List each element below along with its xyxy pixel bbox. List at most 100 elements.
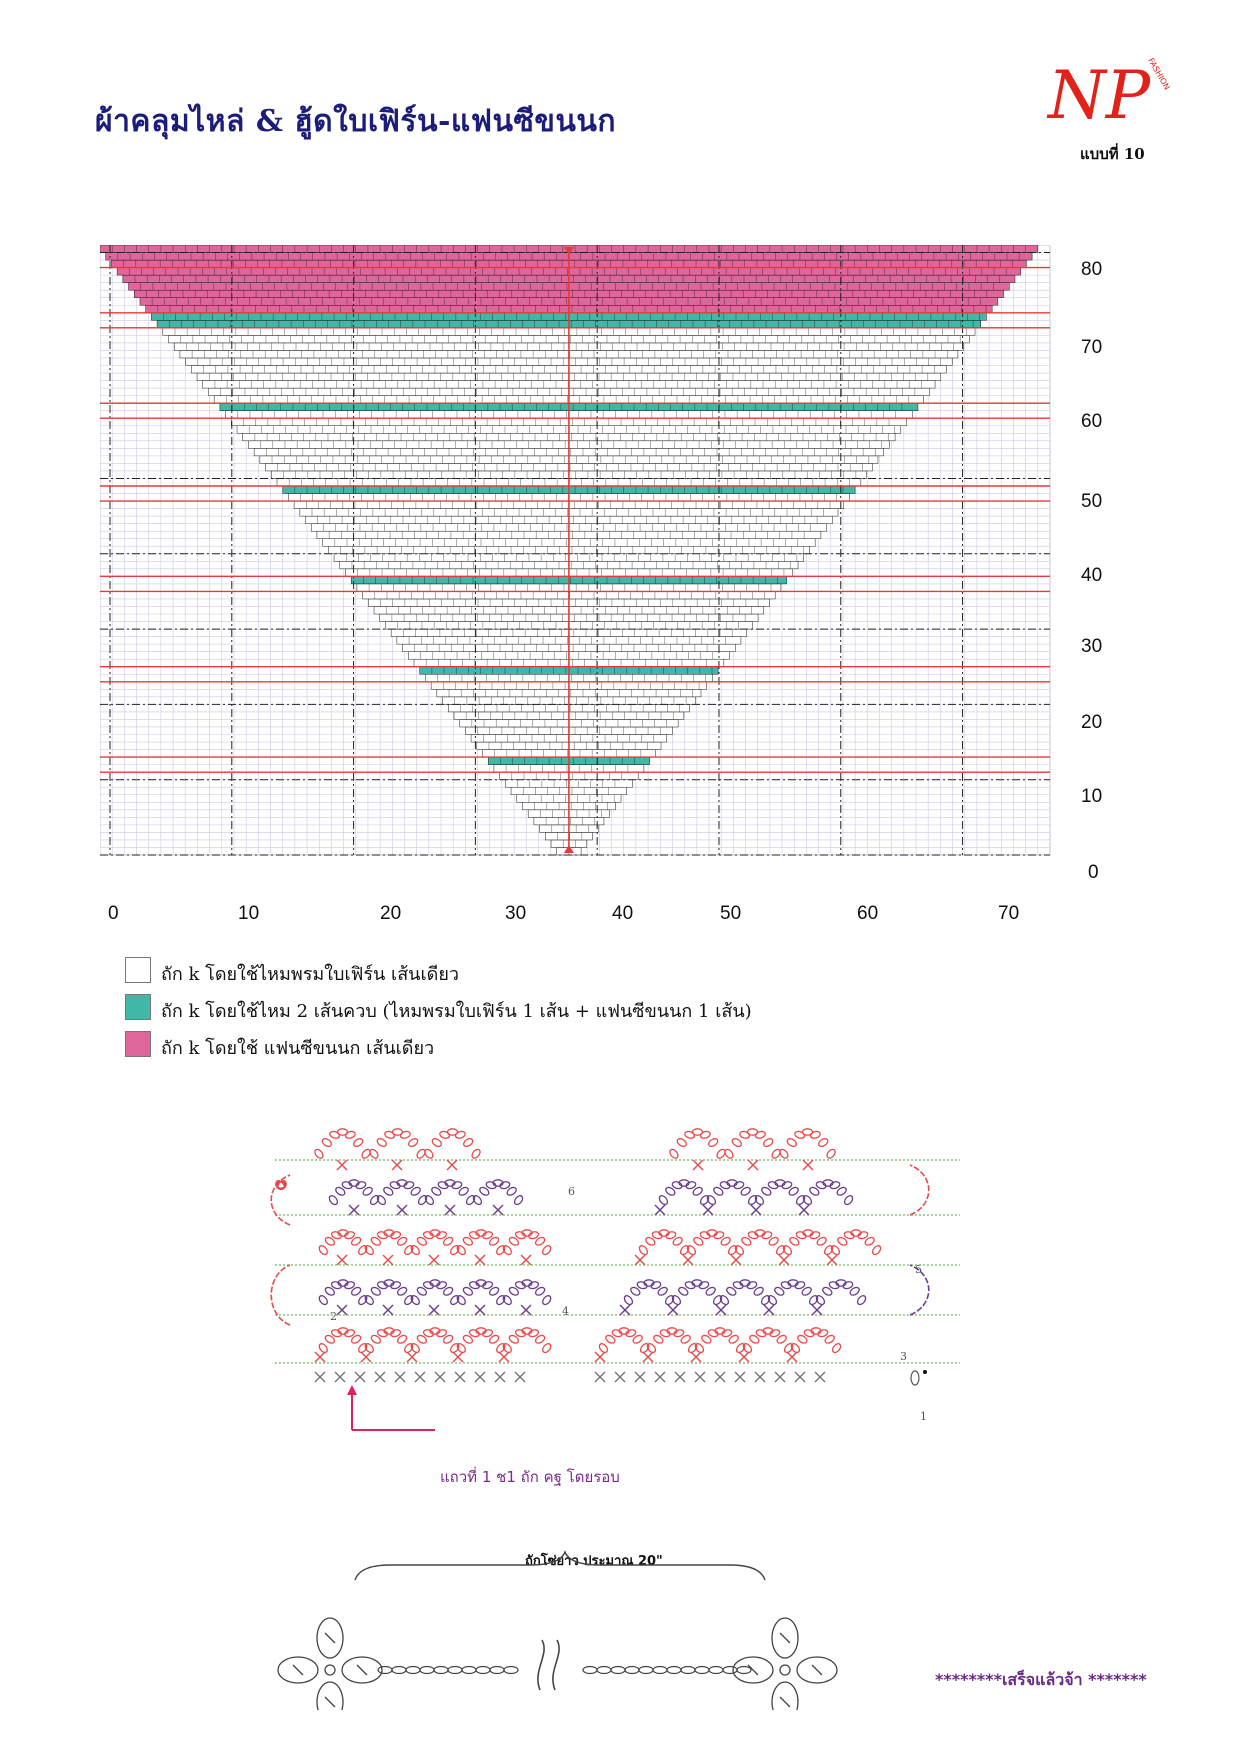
sc-stitch-mark bbox=[738, 1351, 750, 1363]
sc-stitch-mark bbox=[754, 1371, 766, 1383]
x-tick-label: 60 bbox=[857, 903, 879, 924]
sc-stitch-mark bbox=[814, 1371, 826, 1383]
sc-stitch-mark bbox=[715, 1304, 727, 1316]
chain-left bbox=[377, 1665, 519, 1675]
sc-stitch-mark bbox=[314, 1351, 326, 1363]
chain-arch bbox=[318, 1279, 368, 1306]
y-tick-label: 70 bbox=[1081, 337, 1103, 358]
chain-arch bbox=[658, 1179, 710, 1206]
sc-stitch-mark bbox=[494, 1371, 506, 1383]
chain-arch bbox=[456, 1279, 506, 1306]
x-tick-label: 40 bbox=[612, 903, 634, 924]
x-tick-label: 50 bbox=[720, 903, 742, 924]
row-number: 4 bbox=[562, 1305, 569, 1318]
logo-letters: NP bbox=[1046, 57, 1152, 134]
sc-stitch-mark bbox=[798, 1204, 810, 1216]
chain-arch bbox=[318, 1229, 368, 1256]
leaf-motif bbox=[732, 1617, 838, 1710]
sc-stitch-mark bbox=[498, 1351, 510, 1363]
sc-stitch-mark bbox=[452, 1351, 464, 1363]
sc-stitch-mark bbox=[492, 1204, 504, 1216]
tie-cord-diagram bbox=[277, 1550, 838, 1710]
legend-label: ถัก k โดยใช้ไหมพรมใบเฟิร์น เส้นเดียว bbox=[161, 964, 459, 985]
pattern-number: แบบที่ 10 bbox=[1080, 145, 1145, 163]
sc-stitch-mark bbox=[428, 1304, 440, 1316]
chain-arch bbox=[364, 1229, 414, 1256]
turning-chain-left bbox=[270, 1174, 291, 1226]
sc-stitch-mark bbox=[348, 1204, 360, 1216]
sc-stitch-mark bbox=[336, 1159, 348, 1171]
sc-stitch-mark bbox=[763, 1304, 775, 1316]
chain-arch bbox=[598, 1327, 650, 1354]
chain-arch bbox=[424, 1179, 476, 1206]
chain-arch bbox=[694, 1327, 746, 1354]
chain-arch bbox=[502, 1279, 552, 1306]
sc-stitch-mark bbox=[520, 1254, 532, 1266]
chain-arch bbox=[318, 1327, 368, 1354]
y-tick-label: 20 bbox=[1081, 712, 1103, 733]
chain-arch bbox=[456, 1327, 506, 1354]
sc-stitch-mark bbox=[396, 1204, 408, 1216]
x-tick-label: 10 bbox=[238, 903, 260, 924]
turning-chain-right bbox=[909, 1164, 930, 1216]
sc-stitch-mark bbox=[667, 1304, 679, 1316]
sc-stitch-mark bbox=[391, 1159, 403, 1171]
row-one-arrow-head bbox=[347, 1385, 357, 1395]
x-tick-label: 0 bbox=[108, 903, 119, 924]
sc-stitch-mark bbox=[336, 1304, 348, 1316]
row-number: 2 bbox=[330, 1310, 337, 1323]
x-tick-label: 20 bbox=[380, 903, 402, 924]
sc-stitch-mark bbox=[394, 1371, 406, 1383]
chain-arch bbox=[456, 1229, 506, 1256]
sc-stitch-mark bbox=[634, 1371, 646, 1383]
chain-right bbox=[582, 1665, 752, 1675]
start-dot bbox=[923, 1370, 927, 1374]
chain-arch bbox=[646, 1327, 698, 1354]
chain-arch bbox=[734, 1229, 786, 1256]
sc-stitch-mark bbox=[674, 1371, 686, 1383]
chain-arch bbox=[754, 1179, 806, 1206]
center-arrow-top bbox=[563, 247, 574, 255]
sc-stitch-mark bbox=[614, 1371, 626, 1383]
sc-stitch-mark bbox=[382, 1304, 394, 1316]
y-tick-label: 50 bbox=[1081, 491, 1103, 512]
chain-arch bbox=[364, 1279, 414, 1306]
sc-stitch-mark bbox=[382, 1254, 394, 1266]
sc-stitch-mark bbox=[702, 1204, 714, 1216]
row-number: 1 bbox=[920, 1410, 927, 1423]
chain-arch bbox=[472, 1179, 524, 1206]
page-title: ผ้าคลุมไหล่ & ฮู้ดใบเฟิร์น-แฟนซีขนนก bbox=[95, 104, 617, 139]
chain-arch bbox=[623, 1279, 675, 1306]
sc-stitch-mark bbox=[474, 1371, 486, 1383]
chain-arch bbox=[724, 1128, 781, 1159]
knitting-chart bbox=[100, 245, 1051, 856]
sc-stitch-mark bbox=[654, 1204, 666, 1216]
sc-stitch-mark bbox=[642, 1351, 654, 1363]
legend-swatch-pink bbox=[125, 1031, 151, 1057]
sc-stitch-mark bbox=[406, 1351, 418, 1363]
sc-stitch-mark bbox=[434, 1371, 446, 1383]
row-number: 6 bbox=[568, 1185, 575, 1198]
sc-stitch-mark bbox=[778, 1254, 790, 1266]
sc-stitch-mark bbox=[428, 1254, 440, 1266]
chain-arch bbox=[767, 1279, 819, 1306]
chain-arch bbox=[802, 1179, 854, 1206]
chain-arch bbox=[638, 1229, 690, 1256]
sc-stitch-mark bbox=[730, 1254, 742, 1266]
sc-stitch-mark bbox=[374, 1371, 386, 1383]
chain-arch bbox=[671, 1279, 723, 1306]
crochet-edging-diagram: 6 4 2 5 3 1 bbox=[270, 1128, 960, 1431]
sc-stitch-mark bbox=[750, 1204, 762, 1216]
sc-stitch-mark bbox=[714, 1371, 726, 1383]
break-mark bbox=[552, 1639, 560, 1691]
sc-stitch-mark bbox=[444, 1204, 456, 1216]
legend-swatch-white bbox=[125, 957, 151, 983]
break-mark bbox=[537, 1639, 545, 1691]
chain-arch bbox=[369, 1128, 426, 1159]
sc-stitch-mark bbox=[634, 1254, 646, 1266]
sc-stitch-mark bbox=[654, 1371, 666, 1383]
sc-stitch-mark bbox=[446, 1159, 458, 1171]
chain-arch bbox=[410, 1279, 460, 1306]
legend-swatch-teal bbox=[125, 994, 151, 1020]
sc-stitch-mark bbox=[794, 1371, 806, 1383]
